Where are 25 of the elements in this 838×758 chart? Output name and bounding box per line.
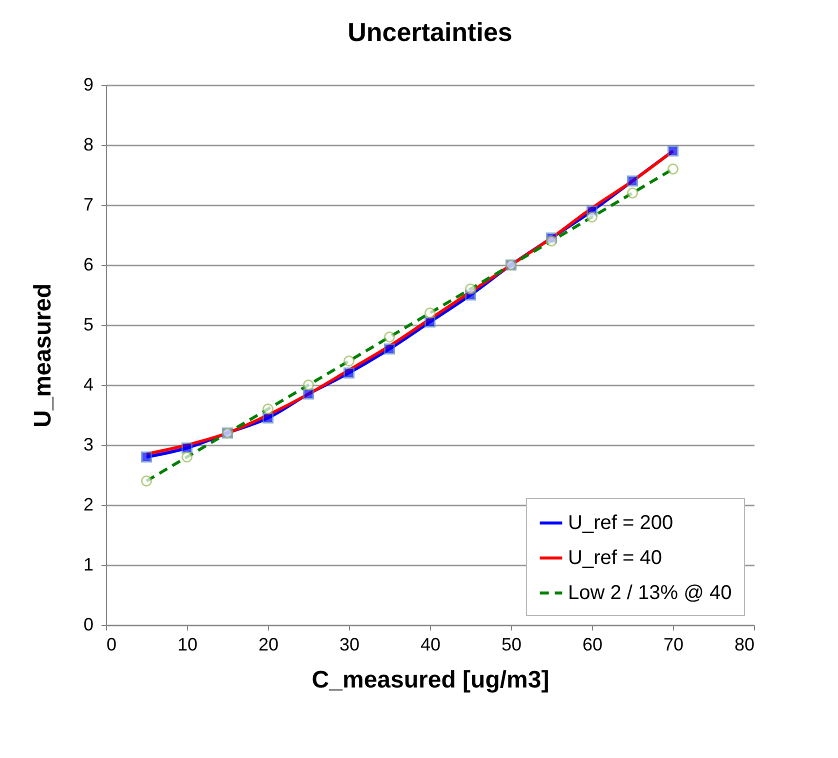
x-tick-label: 50 <box>501 634 522 654</box>
x-axis-title: C_measured [ug/m3] <box>312 666 550 694</box>
y-tick-label: 8 <box>83 134 94 154</box>
y-tick-label: 1 <box>83 554 94 574</box>
x-tick-label: 10 <box>177 634 198 654</box>
y-axis-title: U_measured <box>29 283 56 428</box>
y-tick-label: 0 <box>83 614 94 634</box>
legend-label: U_ref = 200 <box>568 512 674 534</box>
x-tick-label: 20 <box>258 634 279 654</box>
x-tick-label: 80 <box>734 634 754 654</box>
legend-label: Low 2 / 13% @ 40 <box>568 582 732 604</box>
y-tick-label: 7 <box>83 194 94 214</box>
y-tick-label: 9 <box>83 74 94 94</box>
x-tick-label: 40 <box>420 634 441 654</box>
y-tick-label: 3 <box>83 434 94 454</box>
x-tick-label: 30 <box>339 634 360 654</box>
x-tick-label: 0 <box>106 634 117 654</box>
x-tick-label: 60 <box>582 634 603 654</box>
y-tick-label: 4 <box>83 374 94 394</box>
legend-label: U_ref = 40 <box>568 547 662 569</box>
y-tick-label: 5 <box>83 314 94 334</box>
chart-title: Uncertainties <box>348 17 512 47</box>
y-tick-label: 6 <box>83 254 94 274</box>
y-tick-label: 2 <box>83 494 94 514</box>
x-tick-label: 70 <box>663 634 684 654</box>
